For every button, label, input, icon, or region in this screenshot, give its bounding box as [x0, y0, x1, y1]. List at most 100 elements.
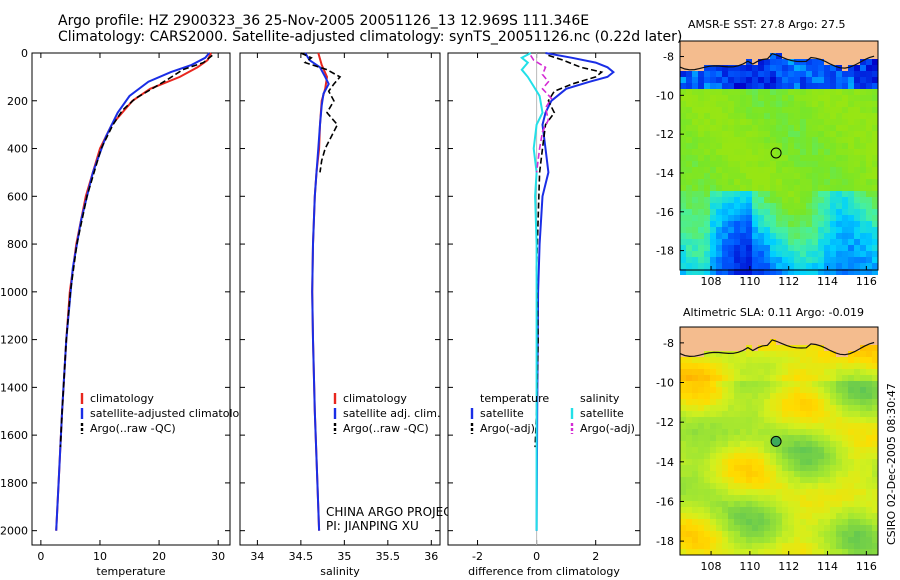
sla-map-cell	[860, 531, 866, 537]
sla-map-cell	[854, 447, 860, 453]
sst-map-cell	[728, 263, 734, 269]
difference-legend-right-label-2: Argo(-adj)	[580, 422, 635, 435]
sst-map-cell	[794, 95, 800, 101]
sla-map-cell	[818, 387, 824, 393]
sst-map-cell	[692, 251, 698, 257]
sst-map-cell	[686, 269, 692, 275]
sla-map-cell	[704, 501, 710, 507]
sla-map-cell	[740, 357, 746, 363]
sst-map-cell	[770, 185, 776, 191]
sst-map-cell	[728, 95, 734, 101]
sla-map-cell	[740, 549, 746, 555]
sst-map-cell	[836, 101, 842, 107]
sst-map-cell	[842, 125, 848, 131]
sla-map-cell	[734, 411, 740, 417]
sst-map-cell	[740, 161, 746, 167]
sst-map-cell	[854, 161, 860, 167]
sla-map-cell	[872, 327, 878, 333]
sla-map-cell	[854, 363, 860, 369]
sla-map-cell	[680, 435, 686, 441]
sla-map-coastline	[679, 339, 875, 358]
sla-map-cell	[860, 411, 866, 417]
sla-map-cell	[836, 489, 842, 495]
sst-map-cell	[710, 233, 716, 239]
sst-map-cell	[854, 149, 860, 155]
sst-map-cell	[770, 221, 776, 227]
sst-map-cell	[794, 119, 800, 125]
sla-map-cell	[716, 507, 722, 513]
sla-map-cell	[794, 495, 800, 501]
sla-map-cell	[776, 405, 782, 411]
sst-map-cell	[794, 263, 800, 269]
sst-map-cell	[794, 197, 800, 203]
sst-map-cell	[782, 113, 788, 119]
sla-map-cell	[782, 387, 788, 393]
sst-map-cell	[830, 101, 836, 107]
sst-map-cell	[764, 65, 770, 71]
sla-map-cell	[776, 393, 782, 399]
sst-map-cell	[836, 155, 842, 161]
sla-map-cell	[752, 459, 758, 465]
sst-map-cell	[692, 203, 698, 209]
sla-map-cell	[836, 441, 842, 447]
sst-map-cell	[866, 179, 872, 185]
sst-map-cell	[680, 239, 686, 245]
sst-map-cell	[812, 137, 818, 143]
sla-map-cell	[812, 507, 818, 513]
sla-map-cell	[800, 405, 806, 411]
sla-map-cell	[776, 345, 782, 351]
sst-map-cell	[806, 125, 812, 131]
sla-map-cell	[770, 513, 776, 519]
sst-map-cell	[794, 251, 800, 257]
sst-map-cell	[866, 53, 872, 59]
sla-map-cell	[800, 417, 806, 423]
sst-map-cell	[812, 185, 818, 191]
sla-map-cell	[812, 417, 818, 423]
sla-map-cell	[872, 489, 878, 495]
sst-map-cell	[746, 221, 752, 227]
sla-map-cell	[860, 507, 866, 513]
sst-map-cell	[842, 101, 848, 107]
sst-map-cell	[698, 233, 704, 239]
sla-map-cell	[860, 459, 866, 465]
sla-map-cell	[872, 447, 878, 453]
sla-map-cell	[800, 537, 806, 543]
sst-map-cell	[836, 41, 842, 47]
sst-map-cell	[812, 53, 818, 59]
sla-map-cell	[752, 405, 758, 411]
sla-map-cell	[746, 405, 752, 411]
sst-map-cell	[800, 269, 806, 275]
sla-map-cell	[848, 531, 854, 537]
sla-map-cell	[818, 375, 824, 381]
sla-map-cell	[764, 327, 770, 333]
sla-map-cell	[836, 483, 842, 489]
sst-map-cell	[818, 95, 824, 101]
sst-map-cell	[812, 107, 818, 113]
sst-map-cell	[794, 83, 800, 89]
sst-map-cell	[722, 251, 728, 257]
sst-map-cell	[794, 245, 800, 251]
sla-map-cell	[830, 453, 836, 459]
sst-map-cell	[854, 191, 860, 197]
sst-map-cell	[848, 251, 854, 257]
sst-map-cell	[854, 185, 860, 191]
sla-map-cell	[728, 399, 734, 405]
sst-map-cell	[758, 155, 764, 161]
sla-map-cell	[818, 495, 824, 501]
sst-map-cell	[782, 167, 788, 173]
sst-map-cell	[692, 191, 698, 197]
sst-map-cell	[782, 101, 788, 107]
sst-map-cell	[704, 65, 710, 71]
sst-map-cell	[788, 83, 794, 89]
sst-map-cell	[812, 149, 818, 155]
sst-map-cell	[704, 89, 710, 95]
sla-map-cell	[824, 363, 830, 369]
sla-map-cell	[836, 531, 842, 537]
sla-map-cell	[806, 357, 812, 363]
sst-map-cell	[740, 179, 746, 185]
sla-map-cell	[830, 375, 836, 381]
sst-map-cell	[806, 251, 812, 257]
sla-map-cell	[728, 537, 734, 543]
sla-map-cell	[686, 549, 692, 555]
sla-map-cell	[794, 333, 800, 339]
